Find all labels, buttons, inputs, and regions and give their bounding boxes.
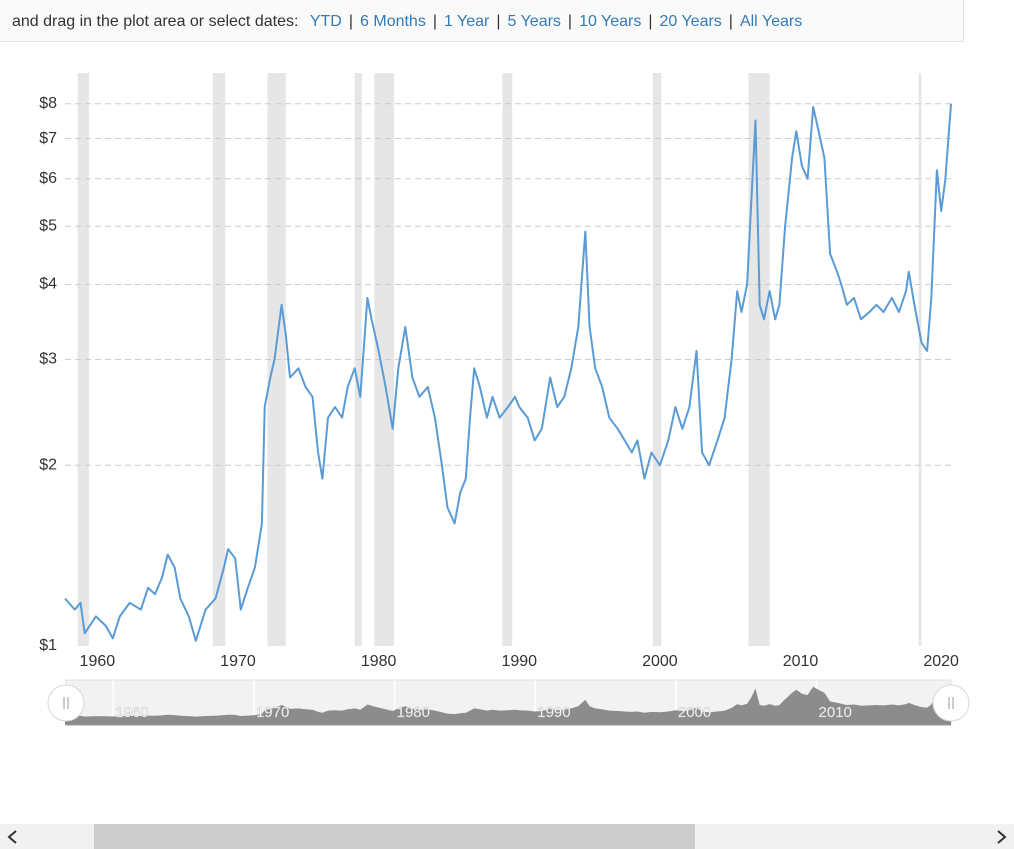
separator: | xyxy=(496,13,501,30)
y-tick-label: $8 xyxy=(39,95,57,112)
scrollbar-thumb[interactable] xyxy=(94,824,695,849)
x-tick-label: 1970 xyxy=(220,653,256,670)
y-tick-label: $6 xyxy=(39,170,57,187)
toolbar: and drag in the plot area or select date… xyxy=(0,0,964,42)
x-tick-label: 2020 xyxy=(923,653,959,670)
navigator-label: 1970 xyxy=(256,704,289,721)
x-tick-label: 2000 xyxy=(642,653,678,670)
navigator-handle[interactable] xyxy=(932,684,970,722)
navigator-label: 2000 xyxy=(678,704,711,721)
range-link[interactable]: 6 Months xyxy=(360,13,426,30)
navigator-labels: 1960 1970 1980 1990 2000 2010 2020 xyxy=(115,704,852,721)
y-tick-label: $2 xyxy=(39,456,57,473)
y-tick-label: $7 xyxy=(39,130,57,147)
navigator-label: 2010 xyxy=(819,704,852,721)
handle-grip xyxy=(948,697,954,709)
separator: | xyxy=(567,13,573,30)
y-tick-label: $3 xyxy=(39,351,57,368)
navigator-area xyxy=(65,686,951,725)
y-tick-label: $5 xyxy=(39,218,57,235)
separator: | xyxy=(648,13,653,30)
navigator-handle[interactable] xyxy=(47,684,85,722)
range-link[interactable]: 5 Years xyxy=(507,13,561,30)
range-link[interactable]: 10 Years xyxy=(579,13,642,30)
x-tick-label: 2010 xyxy=(783,653,819,670)
x-tick-label: 1990 xyxy=(501,653,537,670)
handle-grip xyxy=(63,697,69,709)
x-tick-label: 1960 xyxy=(80,653,116,670)
range-link[interactable]: All Years xyxy=(739,13,803,30)
scroll-right-arrow[interactable] xyxy=(997,830,1007,844)
y-tick-label: $4 xyxy=(39,276,57,293)
x-tick-label: 1980 xyxy=(361,653,397,670)
range-link[interactable]: 20 Years xyxy=(659,13,722,30)
separator: | xyxy=(348,13,354,30)
recession-band xyxy=(77,73,89,646)
scroll-left-arrow[interactable] xyxy=(7,830,17,844)
navigator-label: 1980 xyxy=(397,704,430,721)
recession-band xyxy=(374,73,395,646)
range-link[interactable]: 1 Year xyxy=(443,13,490,30)
handle-circle xyxy=(932,684,970,722)
price-line xyxy=(64,103,952,642)
range-link[interactable]: YTD xyxy=(309,13,342,30)
toolbar-content: and drag in the plot area or select date… xyxy=(6,13,809,30)
handle-circle xyxy=(47,684,85,722)
separator: | xyxy=(432,13,437,30)
y-tick-label: $1 xyxy=(39,637,57,654)
separator: | xyxy=(728,13,733,30)
navigator-label: 1960 xyxy=(115,704,148,721)
prompt: and drag in the plot area or select date… xyxy=(12,13,299,30)
navigator-label: 1990 xyxy=(537,704,570,721)
